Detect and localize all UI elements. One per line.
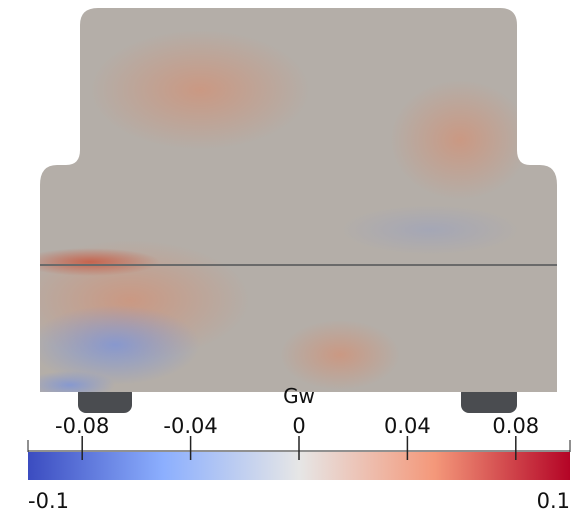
tick-label: 0.08 <box>492 414 539 438</box>
legend-title: Gw <box>283 384 315 408</box>
tick-label: 0 <box>292 414 305 438</box>
tick-label: 0.04 <box>384 414 431 438</box>
tick-label: -0.08 <box>55 414 109 438</box>
viewport: Gw -0.1 0.1 -0.08 -0.04 0 0.04 0.08 <box>0 0 579 519</box>
range-max-label: 0.1 <box>537 489 570 513</box>
render <box>0 0 579 413</box>
vehicle-body <box>0 0 579 400</box>
tick-label: -0.04 <box>163 414 217 438</box>
range-min-label: -0.1 <box>28 489 69 513</box>
